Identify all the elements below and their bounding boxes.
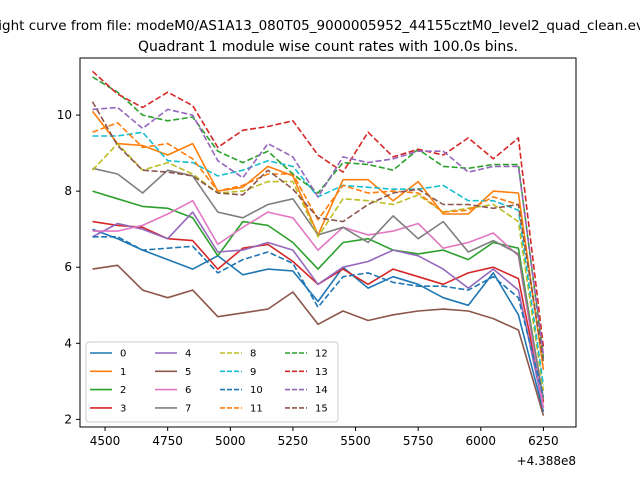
series-line-11 bbox=[92, 121, 545, 365]
series-layer bbox=[91, 70, 545, 416]
series-line-0 bbox=[92, 228, 545, 412]
series-line-2 bbox=[92, 190, 545, 403]
legend-box bbox=[85, 341, 339, 423]
legend-label-4: 4 bbox=[185, 349, 191, 360]
series-line-15 bbox=[91, 101, 545, 363]
legend-label-5: 5 bbox=[185, 367, 191, 378]
series-line-1 bbox=[91, 110, 545, 371]
x-axis-offset-label: +4.388e8 bbox=[517, 454, 576, 468]
chart-title-line1: Light curve from file: modeM0/AS1A13_080… bbox=[0, 18, 640, 34]
y-tick-label-2: 2 bbox=[64, 412, 72, 426]
chart-title-line2: Quadrant 1 module wise count rates with … bbox=[138, 39, 518, 55]
plot-frame bbox=[79, 57, 577, 428]
series-line-4 bbox=[92, 211, 545, 409]
legend-label-13: 13 bbox=[315, 367, 328, 378]
legend-label-0: 0 bbox=[120, 349, 126, 360]
legend-label-8: 8 bbox=[250, 349, 256, 360]
legend-label-7: 7 bbox=[185, 403, 191, 414]
y-tick-label-10: 10 bbox=[57, 108, 72, 122]
x-tick-label-5750: 5750 bbox=[403, 434, 434, 448]
legend-label-9: 9 bbox=[250, 367, 256, 378]
y-tick-label-4: 4 bbox=[64, 336, 72, 350]
legend-label-6: 6 bbox=[185, 385, 191, 396]
legend-label-10: 10 bbox=[250, 385, 263, 396]
legend-label-2: 2 bbox=[120, 385, 126, 396]
legend-label-12: 12 bbox=[315, 349, 328, 360]
series-line-13 bbox=[91, 70, 545, 348]
legend-label-3: 3 bbox=[120, 403, 126, 414]
series-line-12 bbox=[92, 76, 545, 359]
x-tick-label-5500: 5500 bbox=[340, 434, 371, 448]
y-tick-label-8: 8 bbox=[64, 184, 72, 198]
legend-label-1: 1 bbox=[120, 367, 126, 378]
x-tick-label-6000: 6000 bbox=[466, 434, 497, 448]
y-tick-label-6: 6 bbox=[64, 260, 72, 274]
legend-label-14: 14 bbox=[315, 385, 328, 396]
legend-label-11: 11 bbox=[250, 403, 263, 414]
x-tick-label-4750: 4750 bbox=[152, 434, 183, 448]
x-tick-label-6250: 6250 bbox=[528, 434, 559, 448]
series-line-14 bbox=[92, 106, 545, 355]
legend-label-15: 15 bbox=[315, 403, 328, 414]
series-line-5 bbox=[92, 264, 545, 416]
series-line-10 bbox=[92, 236, 545, 397]
x-axis: 4500 4750 5000 5250 5500 5750 6000 6250 bbox=[90, 427, 559, 448]
y-axis: 2 4 6 8 10 bbox=[57, 108, 80, 426]
x-tick-label-4500: 4500 bbox=[90, 434, 121, 448]
series-line-6 bbox=[92, 199, 545, 409]
series-line-8 bbox=[91, 142, 545, 392]
x-tick-label-5250: 5250 bbox=[278, 434, 309, 448]
x-tick-label-5000: 5000 bbox=[215, 434, 246, 448]
